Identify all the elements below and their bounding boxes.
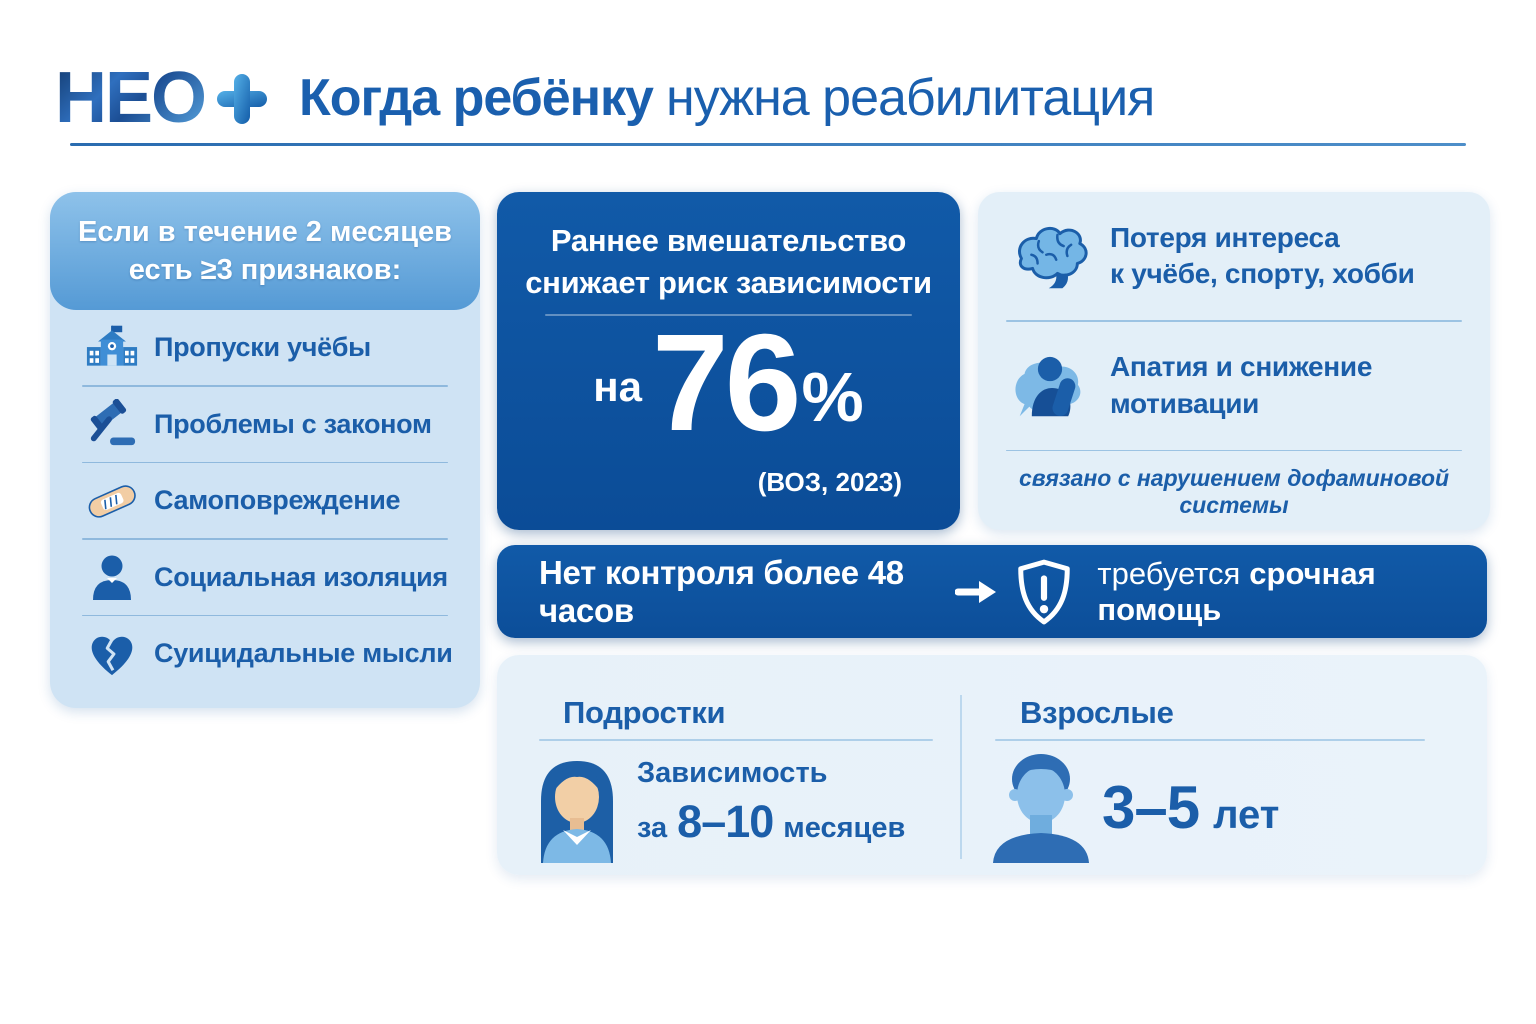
school-icon <box>86 322 138 374</box>
alert-banner: Нет контроля более 48 часов требуется сро… <box>497 545 1487 638</box>
list-item: Самоповреждение <box>50 463 480 538</box>
list-divider <box>82 538 448 540</box>
criteria-header-line1: Если в течение 2 месяцев <box>78 215 452 248</box>
page-title: Когда ребёнку нужна реабилитация <box>299 68 1155 128</box>
criteria-item-label: Проблемы с законом <box>154 408 432 439</box>
header-divider <box>70 143 1466 146</box>
stat-value-group: на 76 % <box>497 306 960 460</box>
alert-right-text: требуется срочная помощь <box>1097 556 1445 628</box>
shield-exclamation-icon <box>1013 558 1075 626</box>
list-divider <box>82 461 448 463</box>
teens-text: Зависимость за 8–10 месяцев <box>637 757 905 848</box>
teens-line2: за 8–10 месяцев <box>637 796 905 848</box>
stat-prefix: на <box>593 362 642 410</box>
symptom-label-line1: Апатия и снижение <box>1110 351 1373 383</box>
stat-value: 76 <box>651 306 801 460</box>
list-item: Суицидальные мысли <box>50 616 480 691</box>
page-title-bold: Когда ребёнку <box>299 69 654 127</box>
list-item: Потеря интереса к учёбе, спорту, хобби <box>978 192 1490 320</box>
broken-heart-icon <box>86 628 138 680</box>
list-item: Социальная изоляция <box>50 540 480 615</box>
logo-text: НЕО <box>55 58 207 138</box>
list-divider <box>1006 449 1462 451</box>
criteria-panel-header: Если в течение 2 месяцев есть ≥3 признак… <box>50 192 480 310</box>
criteria-panel: Если в течение 2 месяцев есть ≥3 признак… <box>50 192 480 708</box>
adults-underline <box>995 739 1425 741</box>
symptoms-footnote: связано с нарушением дофаминовой системы <box>1018 465 1450 518</box>
logo: НЕО <box>55 62 273 135</box>
header: НЕО Когда ребёнку нужна реабилитация <box>55 48 1485 148</box>
list-divider <box>82 614 448 616</box>
bandage-icon <box>86 475 138 527</box>
adults-text: 3–5 лет <box>1102 773 1279 842</box>
list-item: Апатия и снижение мотивации <box>978 322 1490 450</box>
page-title-rest: нужна реабилитация <box>665 69 1155 127</box>
alert-right-bold: срочная помощь <box>1097 555 1376 627</box>
teens-line2-suffix: месяцев <box>783 812 906 844</box>
symptom-label: Апатия и снижение мотивации <box>1110 349 1372 422</box>
brain-icon <box>1008 217 1092 295</box>
stat-source: (ВОЗ, 2023) <box>757 467 902 497</box>
teens-underline <box>539 739 933 741</box>
person-icon <box>86 551 138 603</box>
adult-man-avatar <box>985 743 1097 868</box>
apathy-icon <box>1008 347 1092 425</box>
teens-line2-prefix: за <box>637 812 668 844</box>
stat-card-title: Раннее вмешательство снижает риск зависи… <box>497 220 960 304</box>
criteria-item-label: Социальная изоляция <box>154 561 448 592</box>
teens-heading: Подростки <box>563 695 726 730</box>
stat-title-line2: снижает риск зависимости <box>525 264 932 300</box>
symptom-label-line2: мотивации <box>1110 387 1260 419</box>
adults-suffix: лет <box>1213 793 1280 837</box>
gavel-icon <box>86 398 138 450</box>
criteria-item-label: Суицидальные мысли <box>154 638 453 668</box>
teen-girl-avatar <box>527 745 627 868</box>
adults-heading: Взрослые <box>1020 695 1174 730</box>
criteria-list: Пропуски учёбы Проблемы с законом <box>50 310 480 691</box>
duration-panel: Подростки Зависимость за 8–10 месяцев Вз… <box>497 655 1487 875</box>
teens-range: 8–10 <box>677 796 774 847</box>
symptom-label-line1: Потеря интереса <box>1110 221 1340 253</box>
plus-icon <box>211 68 273 135</box>
adults-range: 3–5 <box>1102 774 1200 841</box>
stat-unit: % <box>801 357 864 436</box>
alert-left-text: Нет контроля более 48 часов <box>539 553 904 629</box>
teens-line1: Зависимость <box>637 757 828 789</box>
stat-card: Раннее вмешательство снижает риск зависи… <box>497 192 960 530</box>
arrow-right-icon <box>955 579 997 605</box>
vertical-divider <box>960 695 962 859</box>
list-divider <box>1006 320 1462 322</box>
stat-title-line1: Раннее вмешательство <box>550 223 907 258</box>
alert-right-normal: требуется <box>1097 555 1241 591</box>
list-divider <box>82 385 448 387</box>
list-item: Пропуски учёбы <box>50 310 480 385</box>
criteria-item-label: Пропуски учёбы <box>154 332 371 362</box>
criteria-header-line2: есть ≥3 признаков: <box>128 254 402 286</box>
criteria-item-label: Самоповреждение <box>154 485 401 515</box>
list-item: Проблемы с законом <box>50 387 480 462</box>
symptom-label-line2: к учёбе, спорту, хобби <box>1110 258 1415 289</box>
stat-divider <box>545 314 912 316</box>
symptoms-panel: Потеря интереса к учёбе, спорту, хобби А… <box>978 192 1490 530</box>
symptom-label: Потеря интереса к учёбе, спорту, хобби <box>1110 220 1415 293</box>
